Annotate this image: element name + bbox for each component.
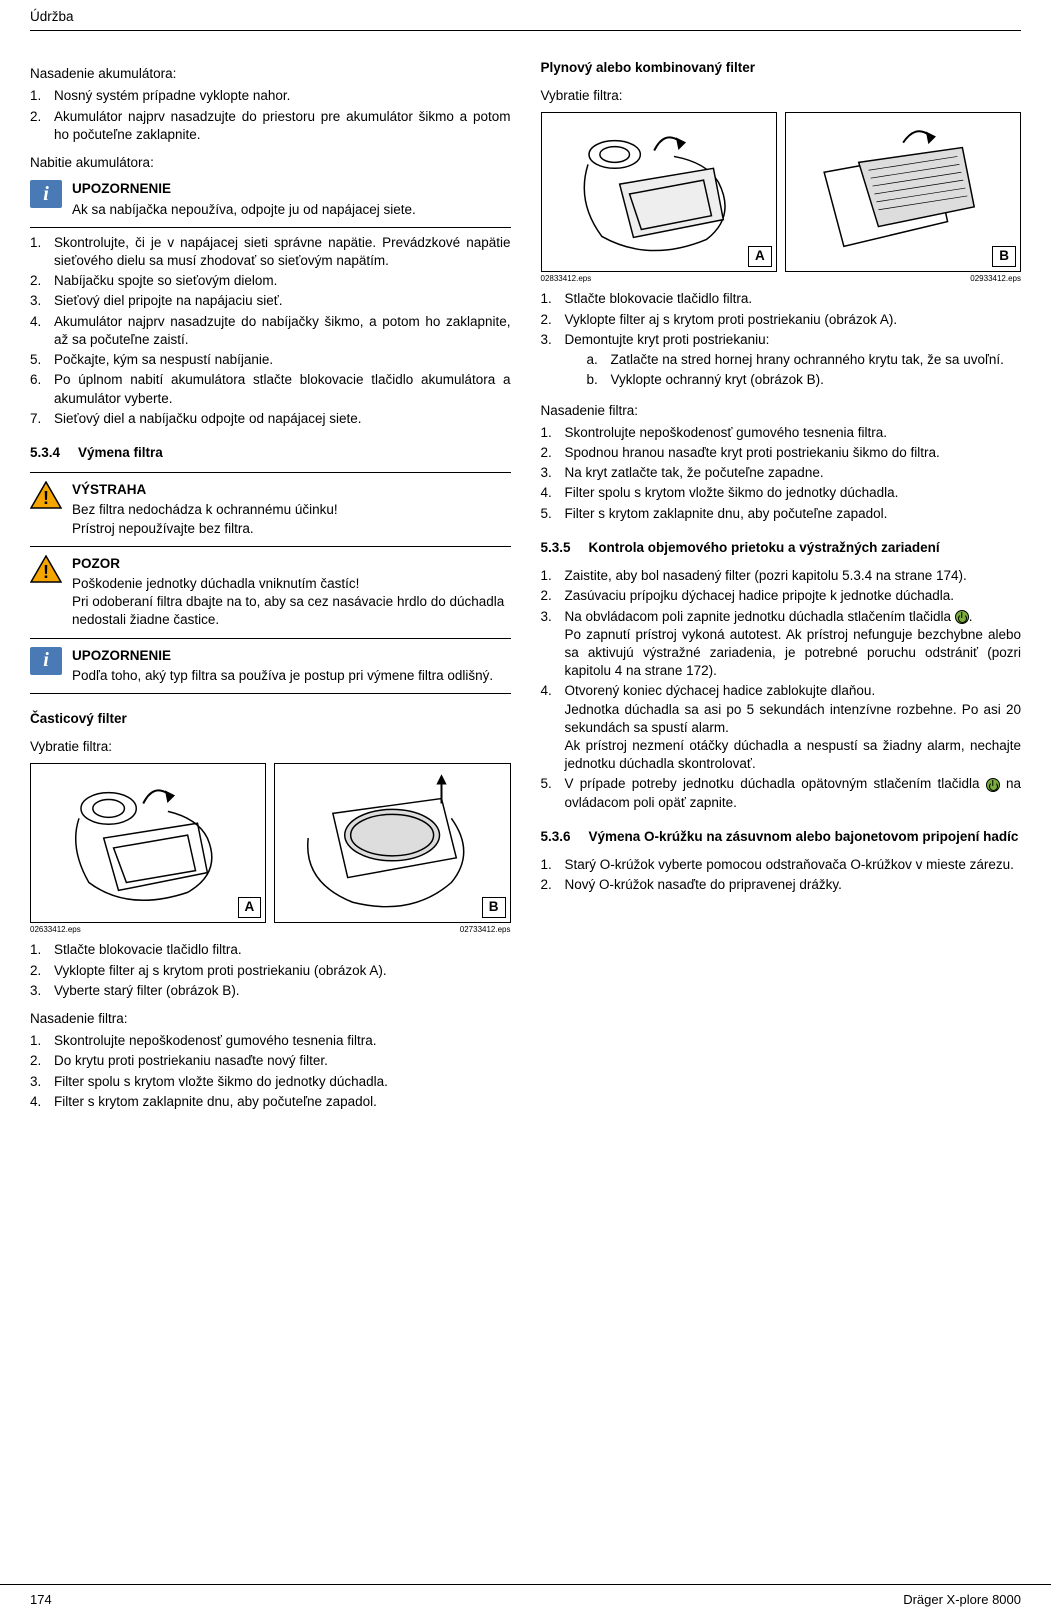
- warning-title: VÝSTRAHA: [72, 481, 511, 499]
- caution-line1: Poškodenie jednotky dúchadla vniknutím č…: [72, 575, 511, 593]
- power-icon: [955, 610, 969, 624]
- remove-filter-heading: Vybratie filtra:: [30, 738, 511, 756]
- insert-filter-list-right: 1.Skontrolujte nepoškodenosť gumového te…: [541, 424, 1022, 523]
- power-icon: [986, 778, 1000, 792]
- figure-caption-right: 02833412.eps 02933412.eps: [541, 274, 1022, 285]
- page: Údržba Nasadenie akumulátora: 1.Nosný sy…: [0, 0, 1051, 1615]
- remove-filter-heading-right: Vybratie filtra:: [541, 87, 1022, 105]
- caution-callout: ! POZOR Poškodenie jednotky dúchadla vni…: [30, 555, 511, 630]
- svg-text:!: !: [43, 488, 49, 508]
- notice-text: Ak sa nabíjačka nepoužíva, odpojte ju od…: [72, 201, 511, 219]
- info-icon: i: [30, 180, 62, 208]
- warning-line2: Prístroj nepoužívajte bez filtra.: [72, 520, 511, 538]
- notice-callout-1: i UPOZORNENIE Ak sa nabíjačka nepoužíva,…: [30, 180, 511, 218]
- product-name: Dräger X-plore 8000: [903, 1591, 1021, 1609]
- notice-title: UPOZORNENIE: [72, 180, 511, 198]
- gas-filter-heading: Plynový alebo kombinovaný filter: [541, 59, 1022, 77]
- figure-caption-left: 02633412.eps 02733412.eps: [30, 925, 511, 936]
- divider: [30, 227, 511, 228]
- page-number: 174: [30, 1591, 52, 1609]
- divider: [30, 546, 511, 547]
- notice-callout-2: i UPOZORNENIE Podľa toho, aký typ filtra…: [30, 647, 511, 685]
- caution-title: POZOR: [72, 555, 511, 573]
- figure-letter-a: A: [238, 897, 262, 917]
- remove-filter-list-right: 1.Stlačte blokovacie tlačidlo filtra. 2.…: [541, 290, 1022, 391]
- particle-filter-heading: Časticový filter: [30, 710, 511, 728]
- notice2-text: Podľa toho, aký typ filtra sa používa je…: [72, 667, 511, 685]
- figure-letter-b: B: [482, 897, 506, 917]
- caution-line2: Pri odoberaní filtra dbajte na to, aby s…: [72, 593, 511, 629]
- accum-insert-heading: Nasadenie akumulátora:: [30, 65, 511, 83]
- remove-filter-list-left: 1.Stlačte blokovacie tlačidlo filtra. 2.…: [30, 941, 511, 1000]
- divider: [30, 472, 511, 473]
- sub-list: a.Zatlačte na stred hornej hrany ochrann…: [565, 351, 1022, 389]
- figure-a-left: A: [30, 763, 266, 923]
- content-columns: Nasadenie akumulátora: 1.Nosný systém pr…: [30, 59, 1021, 1121]
- figure-pair-left: A B: [30, 763, 511, 923]
- insert-filter-heading-left: Nasadenie filtra:: [30, 1010, 511, 1028]
- accum-insert-list: 1.Nosný systém prípadne vyklopte nahor. …: [30, 87, 511, 144]
- figure-pair-right: A: [541, 112, 1022, 272]
- caution-icon: !: [30, 555, 62, 583]
- flow-4: Otvorený koniec dýchacej hadice zablokuj…: [565, 682, 1022, 773]
- divider: [30, 638, 511, 639]
- subsection-535: 5.3.5 Kontrola objemového prietoku a výs…: [541, 539, 1022, 557]
- figure-letter-b: B: [992, 246, 1016, 266]
- figure-a-right: A: [541, 112, 777, 272]
- warning-callout: ! VÝSTRAHA Bez filtra nedochádza k ochra…: [30, 481, 511, 538]
- flow-2: Zasúvaciu prípojku dýchacej hadice pripo…: [565, 587, 1022, 605]
- figure-letter-a: A: [748, 246, 772, 266]
- figure-b-right: B: [785, 112, 1021, 272]
- header-text: Údržba: [30, 9, 74, 24]
- svg-text:!: !: [43, 562, 49, 582]
- flow-check-list: 1.Zaistite, aby bol nasadený filter (poz…: [541, 567, 1022, 812]
- divider: [30, 693, 511, 694]
- subsection-534: 5.3.4 Výmena filtra: [30, 444, 511, 462]
- page-header: Údržba: [30, 0, 1021, 31]
- info-icon: i: [30, 647, 62, 675]
- notice2-title: UPOZORNENIE: [72, 647, 511, 665]
- left-column: Nasadenie akumulátora: 1.Nosný systém pr…: [30, 59, 511, 1121]
- insert-filter-heading-right: Nasadenie filtra:: [541, 402, 1022, 420]
- figure-b-left: B: [274, 763, 510, 923]
- flow-5: V prípade potreby jednotku dúchadla opät…: [565, 775, 1022, 811]
- page-footer: 174 Dräger X-plore 8000: [0, 1584, 1051, 1615]
- oring-list: 1.Starý O-krúžok vyberte pomocou odstraň…: [541, 856, 1022, 894]
- accum-charge-heading: Nabitie akumulátora:: [30, 154, 511, 172]
- right-column: Plynový alebo kombinovaný filter Vybrati…: [541, 59, 1022, 1121]
- warning-icon: !: [30, 481, 62, 509]
- flow-3: Na obvládacom poli zapnite jednotku dúch…: [565, 608, 1022, 681]
- insert-filter-list-left: 1.Skontrolujte nepoškodenosť gumového te…: [30, 1032, 511, 1111]
- subsection-536: 5.3.6 Výmena O-krúžku na zásuvnom alebo …: [541, 828, 1022, 846]
- flow-1: Zaistite, aby bol nasadený filter (pozri…: [565, 567, 1022, 585]
- warning-line1: Bez filtra nedochádza k ochrannému účink…: [72, 501, 511, 519]
- accum-charge-list: 1.Skontrolujte, či je v napájacej sieti …: [30, 234, 511, 428]
